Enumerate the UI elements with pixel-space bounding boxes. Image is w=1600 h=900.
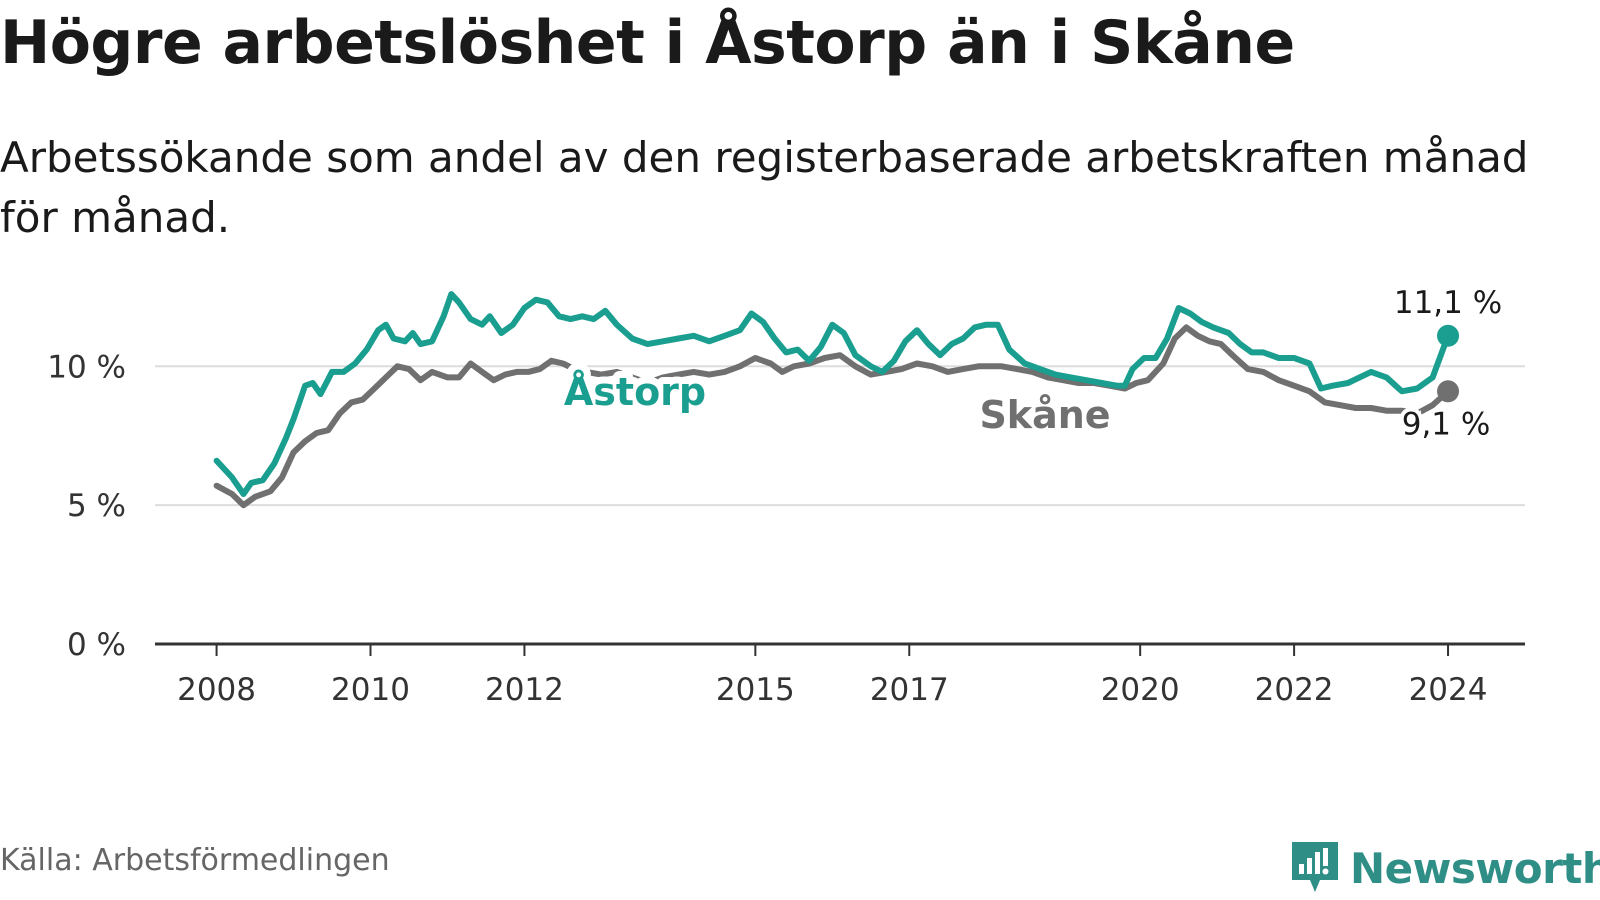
series-label-skane: Skåne xyxy=(979,393,1110,437)
y-tick-label: 0 % xyxy=(67,627,126,663)
x-tick-label: 2017 xyxy=(870,672,949,708)
end-marker-astorp xyxy=(1437,324,1460,347)
x-tick-label: 2008 xyxy=(177,672,256,708)
grid-lines xyxy=(155,365,1525,507)
axes: 0 % 5 % 10 % 2008 2010 2012 2015 2017 2020 2022 20… xyxy=(47,349,1525,708)
chart-title: Högre arbetslöshet i Åstorp än i Skåne xyxy=(0,8,1295,78)
series-line-astorp xyxy=(213,291,1451,497)
chart-subtitle: Arbetssökande som andel av den registerb… xyxy=(0,133,1529,242)
end-marker-skane xyxy=(1437,380,1460,403)
series-lines xyxy=(213,291,1460,509)
series-line-skane xyxy=(213,324,1451,509)
source-note: Källa: Arbetsförmedlingen xyxy=(0,843,390,878)
y-tick-label: 10 % xyxy=(47,349,126,385)
y-tick-label: 5 % xyxy=(67,488,126,524)
series-labels: Skåne 9,1 % Åstorp 11,1 % xyxy=(557,281,1506,447)
x-tick-label: 2015 xyxy=(716,672,795,708)
x-tick-label: 2020 xyxy=(1101,672,1180,708)
x-tick-label: 2024 xyxy=(1409,672,1488,708)
x-tick-label: 2022 xyxy=(1255,672,1334,708)
x-tick-label: 2010 xyxy=(331,672,410,708)
series-label-astorp: Åstorp xyxy=(564,370,706,414)
end-value-label-skane: 9,1 % xyxy=(1402,406,1491,442)
newsworthy-icon xyxy=(1292,842,1338,892)
x-tick-label: 2012 xyxy=(485,672,564,708)
brand-logo: Newsworthy xyxy=(1290,840,1600,896)
end-value-label-astorp: 11,1 % xyxy=(1394,285,1502,321)
brand-name: Newsworthy xyxy=(1350,843,1600,893)
